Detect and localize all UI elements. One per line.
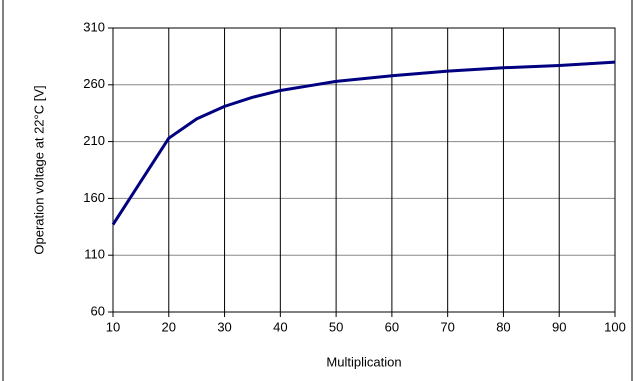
x-tick-label: 20	[162, 319, 176, 334]
x-tick-label: 100	[604, 319, 626, 334]
x-axis-label: Multiplication	[326, 354, 401, 369]
x-tick-label: 60	[385, 319, 399, 334]
x-tick-label: 50	[329, 319, 343, 334]
x-tick-label: 30	[217, 319, 231, 334]
x-tick-label: 80	[496, 319, 510, 334]
plot-border	[112, 27, 616, 313]
x-tick-label: 90	[552, 319, 566, 334]
x-tick-label: 40	[273, 319, 287, 334]
y-tick-label: 160	[83, 190, 105, 205]
x-tick-label: 70	[440, 319, 454, 334]
y-tick-label: 310	[83, 19, 105, 34]
y-tick-label: 210	[83, 133, 105, 148]
y-tick-label: 60	[91, 303, 105, 318]
data-line	[111, 60, 616, 226]
y-tick-label: 260	[83, 76, 105, 91]
y-axis-label: Operation voltage at 22°C [V]	[31, 85, 46, 254]
x-tick-label: 10	[106, 319, 120, 334]
y-tick-label: 110	[84, 247, 105, 262]
